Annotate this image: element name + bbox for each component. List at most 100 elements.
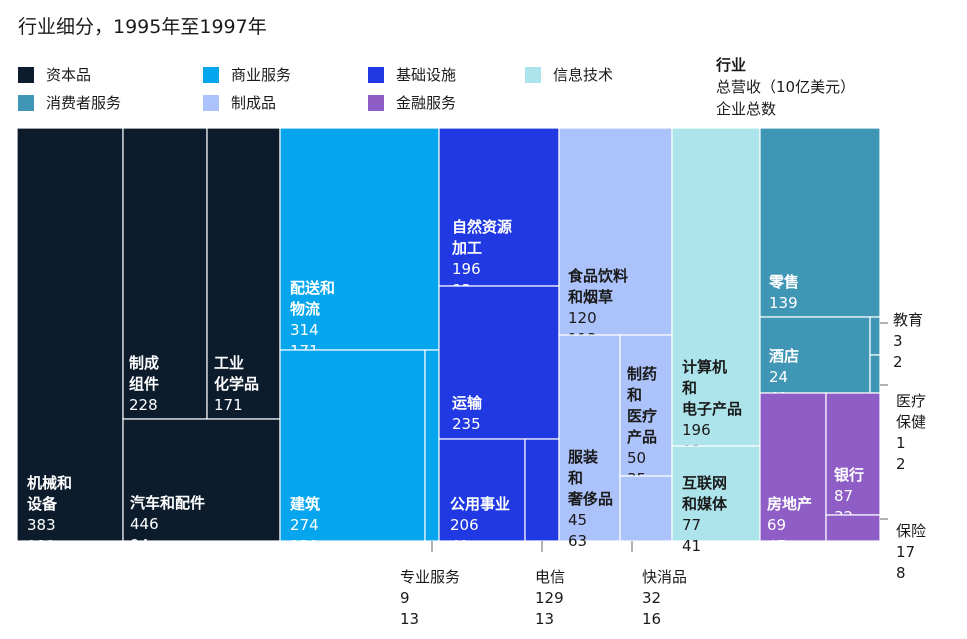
tile-label: 机械和 [27, 474, 72, 492]
tile-revenue-value: 139 [769, 294, 798, 312]
legend-label: 金融服务 [396, 94, 457, 112]
tile-label: 零售 [768, 273, 799, 291]
tile-label: 工业 [214, 354, 244, 372]
tile-revenue-value: 383 [27, 516, 56, 534]
legend-item-financial-services: 金融服务 [368, 92, 456, 113]
tile-label: 银行 [834, 466, 864, 484]
tile-companies-value: 16 [642, 610, 661, 628]
tile-label: 汽车和配件 [130, 494, 205, 512]
key-revenue-label: 总营收（10亿美元） [716, 78, 856, 96]
tile-label: 制药 [627, 365, 657, 383]
tile-revenue-value: 446 [130, 515, 159, 533]
tile-rect [279, 127, 440, 351]
key-title: 行业 [716, 56, 747, 74]
legend-swatch [368, 66, 384, 83]
tile-label: 和烟草 [568, 288, 613, 306]
legend-label: 基础设施 [396, 66, 457, 84]
legend-swatch [203, 66, 219, 83]
tile-companies-value: 139 [290, 537, 319, 555]
tile-revenue-value: 50 [627, 449, 646, 467]
tile-revenue-value: 206 [450, 516, 479, 534]
tile-rect [558, 334, 621, 542]
tile-revenue-value: 69 [767, 516, 786, 534]
tile-label: 食品饮料 [568, 267, 628, 285]
tile-label: 和媒体 [682, 495, 728, 513]
tile-companies-value: 211 [27, 537, 56, 555]
legend-swatch [18, 66, 34, 83]
legend-item-capital-goods: 资本品 [18, 64, 91, 85]
tile-revenue-value: 196 [452, 260, 481, 278]
tile-companies-value: 2 [896, 455, 906, 473]
legend-item-business-services: 商业服务 [203, 64, 291, 85]
legend-swatch [368, 94, 384, 111]
tile-label: 和 [627, 386, 642, 404]
legend-item-information-technology: 信息技术 [525, 64, 613, 85]
tile-label: 房地产 [767, 495, 812, 513]
tile-rect [206, 127, 281, 420]
legend-swatch [525, 66, 541, 83]
tile-label: 公用事业 [450, 495, 510, 513]
treemap-tile: 汽车和配件 446 94 [122, 418, 281, 554]
legend-item-infrastructure: 基础设施 [368, 64, 456, 85]
tile-revenue-value: 32 [642, 589, 661, 607]
tile-revenue-value: 45 [568, 511, 587, 529]
tile-rect [759, 127, 881, 318]
tile-label: 保健 [896, 413, 926, 431]
tile-label: 化学品 [214, 375, 259, 393]
tile-label: 电信 [535, 568, 565, 586]
tile-rect [558, 127, 673, 336]
tile-revenue-value: 171 [214, 396, 243, 414]
tile-label: 自然资源 [452, 218, 512, 236]
tile-label: 建筑 [290, 495, 320, 513]
tile-rect [671, 127, 761, 447]
treemap-tile: 计算机和电子产品19693 [671, 127, 761, 460]
tile-label: 酒店 [769, 347, 799, 365]
tile-companies-value: 8 [896, 564, 906, 582]
tile-label: 教育 [893, 311, 923, 329]
tile-rect [122, 418, 281, 542]
tile-label: 医疗 [627, 407, 657, 425]
tile-revenue-value: 129 [535, 589, 564, 607]
chart-title: 行业细分，1995年至1997年 [18, 16, 267, 38]
legend-label: 制成品 [231, 94, 277, 112]
treemap-tile: 运输23589 [438, 285, 560, 454]
tile-label: 奢侈品 [567, 490, 613, 508]
tile-label: 医疗 [896, 392, 926, 410]
tile-companies-value: 2 [893, 353, 903, 371]
legend-item-manufactured-goods: 制成品 [203, 92, 276, 113]
tile-companies-value: 49 [450, 537, 469, 555]
legend-label: 商业服务 [231, 66, 292, 84]
tile-rect [438, 285, 560, 440]
tile-label: 制成 [129, 354, 159, 372]
treemap-tile: 工业化学品171105 [206, 127, 281, 435]
tile-revenue-value: 120 [568, 309, 597, 327]
treemap-tile: 公用事业 206 49 [438, 438, 526, 555]
legend-swatch [203, 94, 219, 111]
tile-rect [825, 514, 881, 542]
treemap-tile: 银行8732 [825, 392, 881, 526]
tile-revenue-value: 77 [682, 516, 701, 534]
tile-label: 计算机 [682, 358, 727, 376]
tile-revenue-value: 9 [400, 589, 410, 607]
tile-rect [16, 127, 124, 542]
legend-swatch [18, 94, 34, 111]
tile-revenue-value: 228 [129, 396, 158, 414]
treemap-tile: 自然资源加工19693 [438, 127, 560, 299]
tile-label: 和 [568, 469, 583, 487]
tile-rect [671, 445, 761, 542]
tile-companies-value: 13 [535, 610, 554, 628]
tile-revenue-value: 24 [769, 368, 788, 386]
treemap-tile: 配送和物流314171 [279, 127, 440, 360]
tile-rect [524, 438, 560, 542]
tile-label: 物流 [290, 300, 320, 318]
tile-label: 运输 [452, 394, 483, 412]
tile-revenue-value: 235 [452, 415, 481, 433]
treemap-tile: 制成组件228122 [122, 127, 208, 435]
treemap-tile: 保险 17 8 [825, 514, 926, 582]
tile-revenue-value: 3 [893, 332, 903, 350]
treemap-tile: 建筑 274 139 [279, 349, 426, 555]
